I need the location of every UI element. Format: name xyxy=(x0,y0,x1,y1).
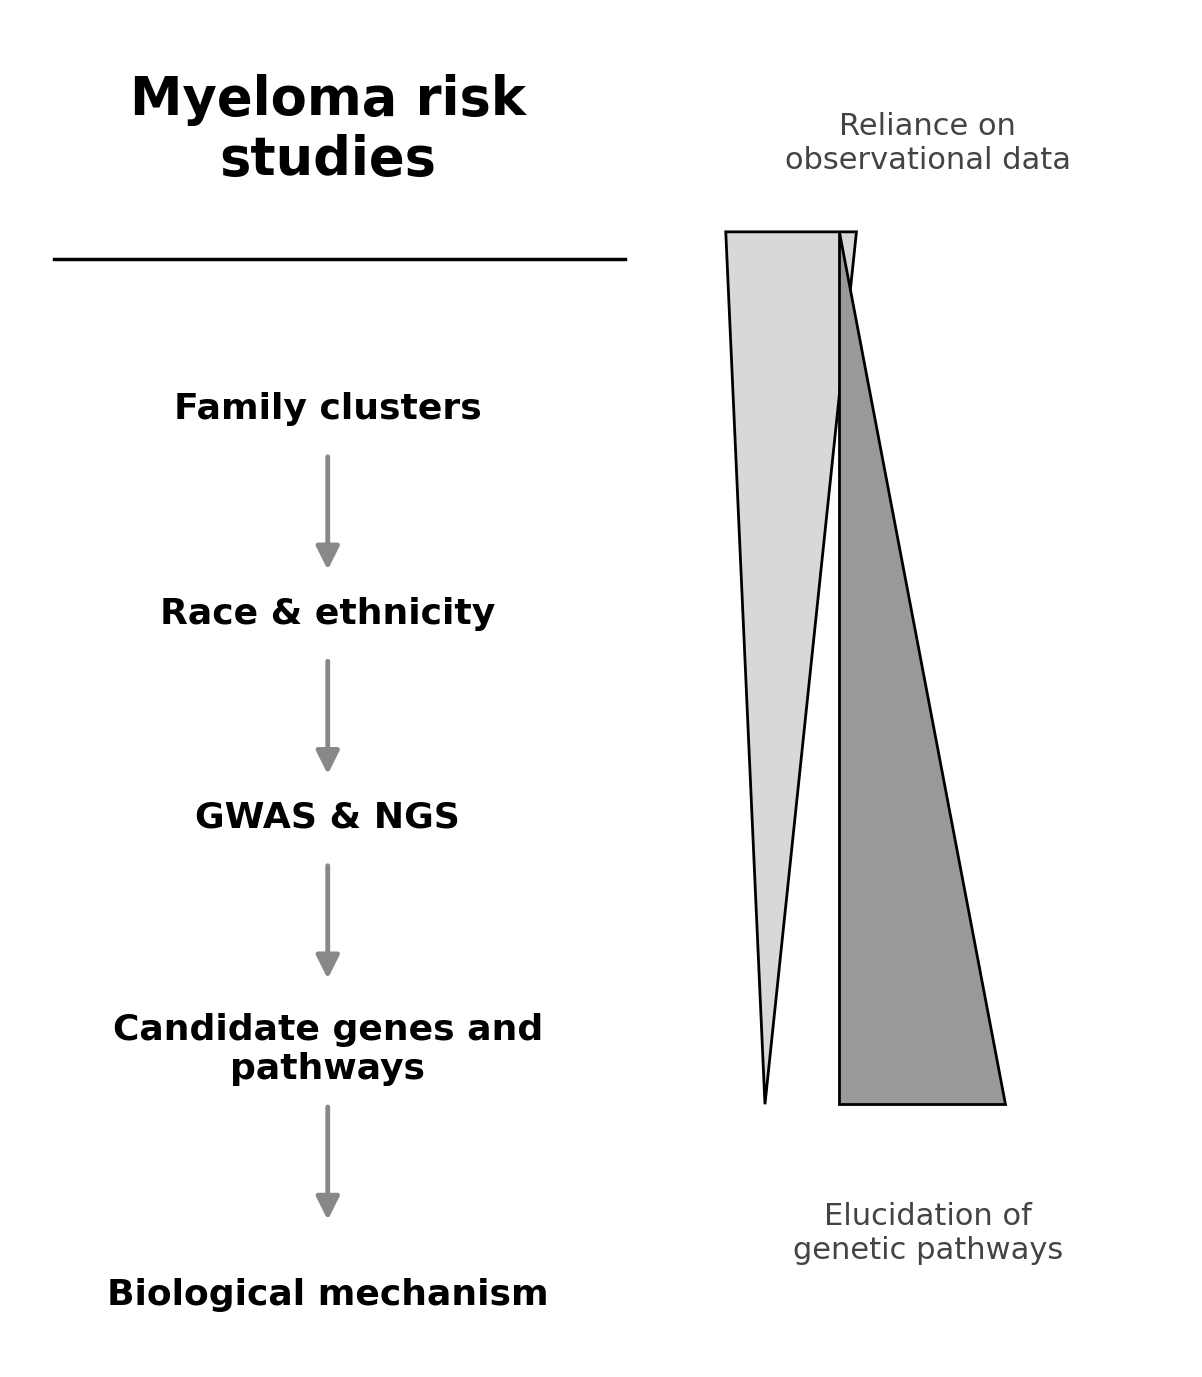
Text: Biological mechanism: Biological mechanism xyxy=(107,1278,548,1312)
Polygon shape xyxy=(839,231,1005,1104)
Text: Myeloma risk
studies: Myeloma risk studies xyxy=(130,73,525,186)
Polygon shape xyxy=(726,231,857,1104)
Text: Elucidation of
genetic pathways: Elucidation of genetic pathways xyxy=(792,1202,1063,1265)
Text: Reliance on
observational data: Reliance on observational data xyxy=(785,112,1071,175)
Text: Family clusters: Family clusters xyxy=(174,392,482,425)
Text: GWAS & NGS: GWAS & NGS xyxy=(195,801,460,834)
Text: Candidate genes and
pathways: Candidate genes and pathways xyxy=(113,1013,543,1086)
Text: Race & ethnicity: Race & ethnicity xyxy=(160,596,495,631)
